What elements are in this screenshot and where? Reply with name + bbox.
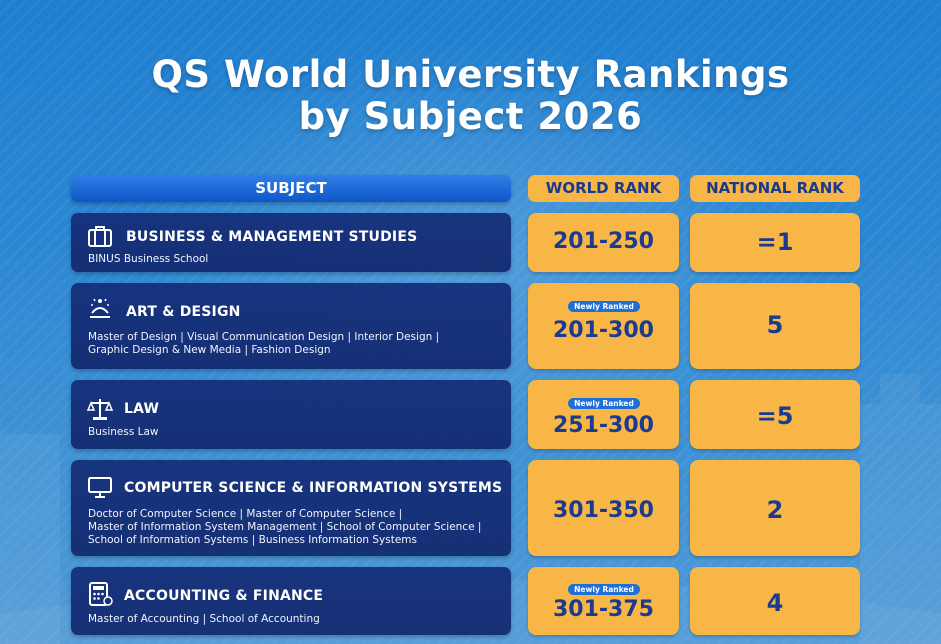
national-rank-value: 4 bbox=[766, 589, 784, 617]
scales-icon bbox=[87, 399, 113, 420]
subject-row-computer-science: COMPUTER SCIENCE & INFORMATION SYSTEMS D… bbox=[71, 460, 511, 556]
subject-name: LAW bbox=[124, 401, 160, 417]
subject-programs: Master of Accounting | School of Account… bbox=[88, 613, 320, 625]
subject-row-art-design: ART & DESIGN Master of Design | Visual C… bbox=[71, 283, 511, 369]
subject-row-accounting: ACCOUNTING & FINANCE Master of Accountin… bbox=[71, 567, 511, 635]
subject-name: ART & DESIGN bbox=[126, 304, 241, 320]
subject-programs-line-2: Master of Information System Management … bbox=[88, 521, 482, 533]
world-rank-value: 301-350 bbox=[553, 498, 654, 523]
national-rank-cell: 5 bbox=[690, 283, 860, 369]
subject-programs-line-2: Graphic Design & New Media | Fashion Des… bbox=[88, 344, 331, 356]
national-rank-cell: 2 bbox=[690, 460, 860, 556]
national-rank-value: 2 bbox=[766, 496, 784, 524]
subject-programs: Business Law bbox=[88, 426, 159, 438]
national-rank-cell: 4 bbox=[690, 567, 860, 635]
subject-programs-line-3: School of Information Systems | Business… bbox=[88, 534, 417, 546]
newly-ranked-badge: Newly Ranked bbox=[568, 301, 640, 312]
page-title-line-1: QS World University Rankings bbox=[151, 53, 790, 96]
page-title-line-2: by Subject 2026 bbox=[298, 95, 643, 138]
world-rank-cell: Newly Ranked 201-300 bbox=[528, 283, 679, 369]
subject-name: COMPUTER SCIENCE & INFORMATION SYSTEMS bbox=[124, 480, 503, 496]
national-rank-value: =1 bbox=[756, 228, 794, 256]
subject-programs-line-1: Doctor of Computer Science | Master of C… bbox=[88, 508, 403, 520]
world-rank-column-header: WORLD RANK bbox=[528, 175, 679, 202]
national-rank-cell: =1 bbox=[690, 213, 860, 272]
subject-name: ACCOUNTING & FINANCE bbox=[124, 588, 324, 604]
art-design-icon bbox=[90, 298, 110, 318]
national-rank-value: =5 bbox=[756, 402, 794, 430]
subject-row-business: BUSINESS & MANAGEMENT STUDIES BINUS Busi… bbox=[71, 213, 511, 272]
world-rank-value: 301-375 bbox=[553, 597, 654, 622]
world-rank-cell: Newly Ranked 301-375 bbox=[528, 567, 679, 635]
world-rank-value: 201-300 bbox=[553, 318, 654, 343]
national-rank-column-header: NATIONAL RANK bbox=[690, 175, 860, 202]
world-rank-cell: Newly Ranked 251-300 bbox=[528, 380, 679, 449]
national-rank-cell: =5 bbox=[690, 380, 860, 449]
national-rank-value: 5 bbox=[766, 311, 784, 339]
world-rank-value: 201-250 bbox=[553, 229, 654, 254]
subject-name: BUSINESS & MANAGEMENT STUDIES bbox=[126, 229, 418, 245]
calculator-icon bbox=[89, 582, 113, 606]
subject-column-header: SUBJECT bbox=[71, 175, 511, 202]
subject-programs: BINUS Business School bbox=[88, 253, 209, 265]
briefcase-icon bbox=[88, 226, 112, 247]
subject-row-law: LAW Business Law bbox=[71, 380, 511, 449]
world-rank-cell: 201-250 bbox=[528, 213, 679, 272]
world-rank-cell: 301-350 bbox=[528, 460, 679, 556]
world-rank-value: 251-300 bbox=[553, 413, 654, 438]
subject-programs-line-1: Master of Design | Visual Communication … bbox=[88, 331, 440, 343]
monitor-icon bbox=[88, 477, 112, 498]
newly-ranked-badge: Newly Ranked bbox=[568, 398, 640, 409]
newly-ranked-badge: Newly Ranked bbox=[568, 584, 640, 595]
